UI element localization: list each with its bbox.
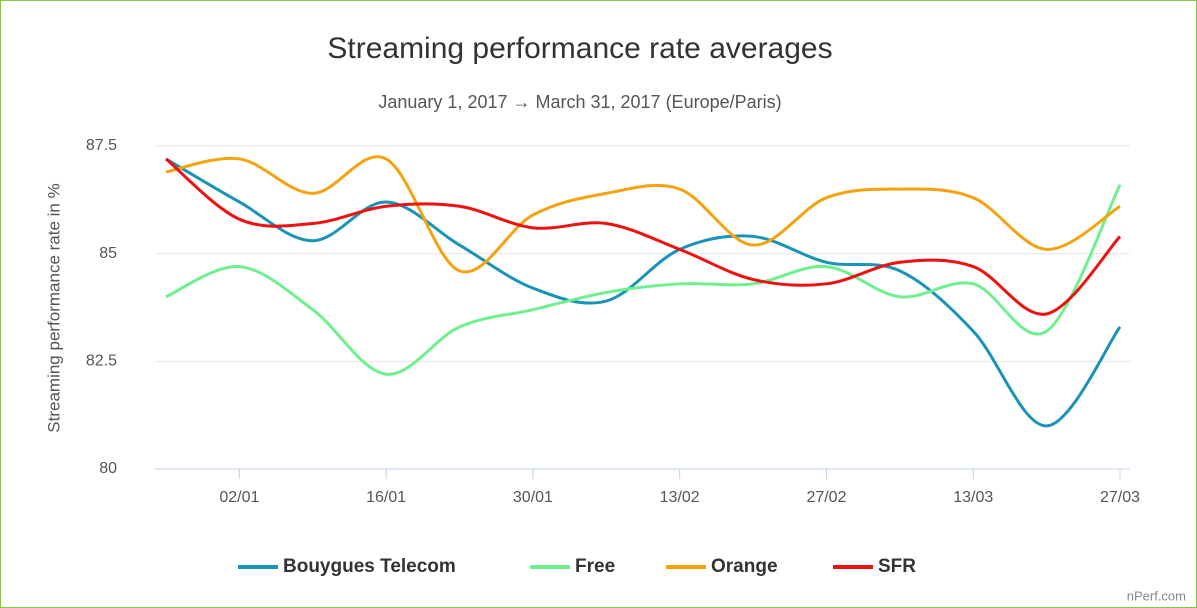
series-line — [165, 155, 1121, 274]
y-tick-label: 80 — [99, 460, 117, 477]
chart-title: Streaming performance rate averages — [327, 32, 832, 65]
x-tick-label: 16/01 — [366, 489, 406, 506]
x-tick-label: 02/01 — [219, 489, 259, 506]
legend-label: SFR — [878, 556, 916, 577]
legend-label: Bouygues Telecom — [283, 556, 456, 577]
x-tick-label: 30/01 — [513, 489, 553, 506]
chart-subtitle: January 1, 2017 → March 31, 2017 (Europe… — [378, 92, 781, 112]
series-line — [165, 157, 1122, 428]
legend-label: Free — [575, 556, 615, 577]
y-tick-label: 87.5 — [86, 137, 117, 154]
legend-label: Orange — [711, 556, 778, 577]
credit: nPerf.com — [1127, 588, 1186, 603]
series-line — [165, 157, 1122, 316]
x-tick-label: 13/02 — [660, 489, 700, 506]
y-tick-label: 82.5 — [86, 353, 117, 370]
series-line — [165, 184, 1122, 376]
x-tick-label: 27/03 — [1100, 489, 1140, 506]
x-tick-label: 27/02 — [806, 489, 846, 506]
x-tick-label: 13/03 — [953, 489, 993, 506]
y-tick-label: 85 — [99, 245, 117, 262]
y-axis-label: Streaming performance rate in % — [44, 183, 63, 432]
